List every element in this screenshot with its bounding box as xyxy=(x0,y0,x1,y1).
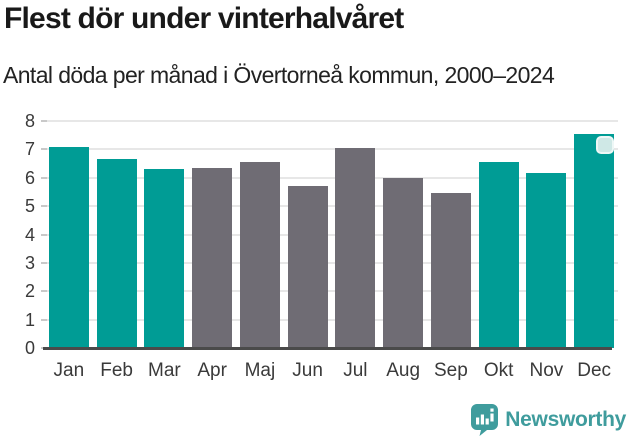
xtick-label-mar: Mar xyxy=(148,360,181,381)
newsworthy-logo-icon xyxy=(471,404,499,436)
ytick-mark-7 xyxy=(41,148,47,151)
ytick-mark-6 xyxy=(41,176,47,179)
branding-footer[interactable]: Newsworthy xyxy=(471,404,626,436)
ytick-label-5: 5 xyxy=(24,196,35,217)
ytick-mark-4 xyxy=(41,233,47,236)
dec-bar-marker xyxy=(596,135,615,154)
xtick-label-nov: Nov xyxy=(529,360,564,381)
chart-subtitle: Antal döda per månad i Övertorneå kommun… xyxy=(3,62,555,88)
ytick-label-6: 6 xyxy=(24,167,35,188)
bar-feb[interactable] xyxy=(96,159,137,348)
bar-sep[interactable] xyxy=(430,193,471,348)
xtick-label-jan: Jan xyxy=(53,360,85,381)
bar-mar[interactable] xyxy=(144,169,185,348)
bar-nov[interactable] xyxy=(526,173,567,348)
bar-okt[interactable] xyxy=(478,162,519,348)
gridline-8 xyxy=(45,120,618,122)
ytick-mark-8 xyxy=(41,120,47,122)
gridline-2 xyxy=(45,290,618,293)
ytick-label-8: 8 xyxy=(24,111,35,131)
bar-aug[interactable] xyxy=(383,177,424,348)
bar-jan[interactable] xyxy=(48,146,89,348)
ytick-label-2: 2 xyxy=(24,281,35,302)
bar-apr[interactable] xyxy=(192,167,233,348)
gridline-5 xyxy=(45,205,618,208)
xtick-label-okt: Okt xyxy=(483,360,514,381)
xtick-label-feb: Feb xyxy=(100,360,133,381)
xtick-label-aug: Aug xyxy=(386,360,421,381)
bar-jun[interactable] xyxy=(287,186,328,348)
ytick-mark-1 xyxy=(41,318,47,321)
xtick-label-sep: Sep xyxy=(433,360,468,381)
gridline-7 xyxy=(45,148,618,151)
xtick-label-dec: Dec xyxy=(577,360,612,381)
bar-dec[interactable] xyxy=(574,133,615,348)
gridline-6 xyxy=(45,176,618,179)
xtick-label-jul: Jul xyxy=(343,360,368,381)
xtick-label-apr: Apr xyxy=(197,360,227,381)
bar-jul[interactable] xyxy=(335,147,376,348)
xtick-label-maj: Maj xyxy=(244,360,276,381)
ytick-mark-3 xyxy=(41,261,47,264)
ytick-label-7: 7 xyxy=(24,139,35,160)
ytick-label-3: 3 xyxy=(24,252,35,273)
ytick-mark-5 xyxy=(41,205,47,208)
x-axis-line xyxy=(43,346,612,350)
gridline-1 xyxy=(45,318,618,321)
ytick-mark-2 xyxy=(41,290,47,293)
ytick-label-4: 4 xyxy=(24,224,35,245)
ytick-label-0: 0 xyxy=(24,338,35,358)
gridline-4 xyxy=(45,233,618,236)
ytick-label-1: 1 xyxy=(24,309,35,330)
bar-maj[interactable] xyxy=(239,162,280,348)
xtick-label-jun: Jun xyxy=(292,360,323,381)
chart-title: Flest dör under vinterhalvåret xyxy=(4,2,404,35)
gridline-3 xyxy=(45,261,618,264)
branding-name[interactable]: Newsworthy xyxy=(505,408,626,431)
